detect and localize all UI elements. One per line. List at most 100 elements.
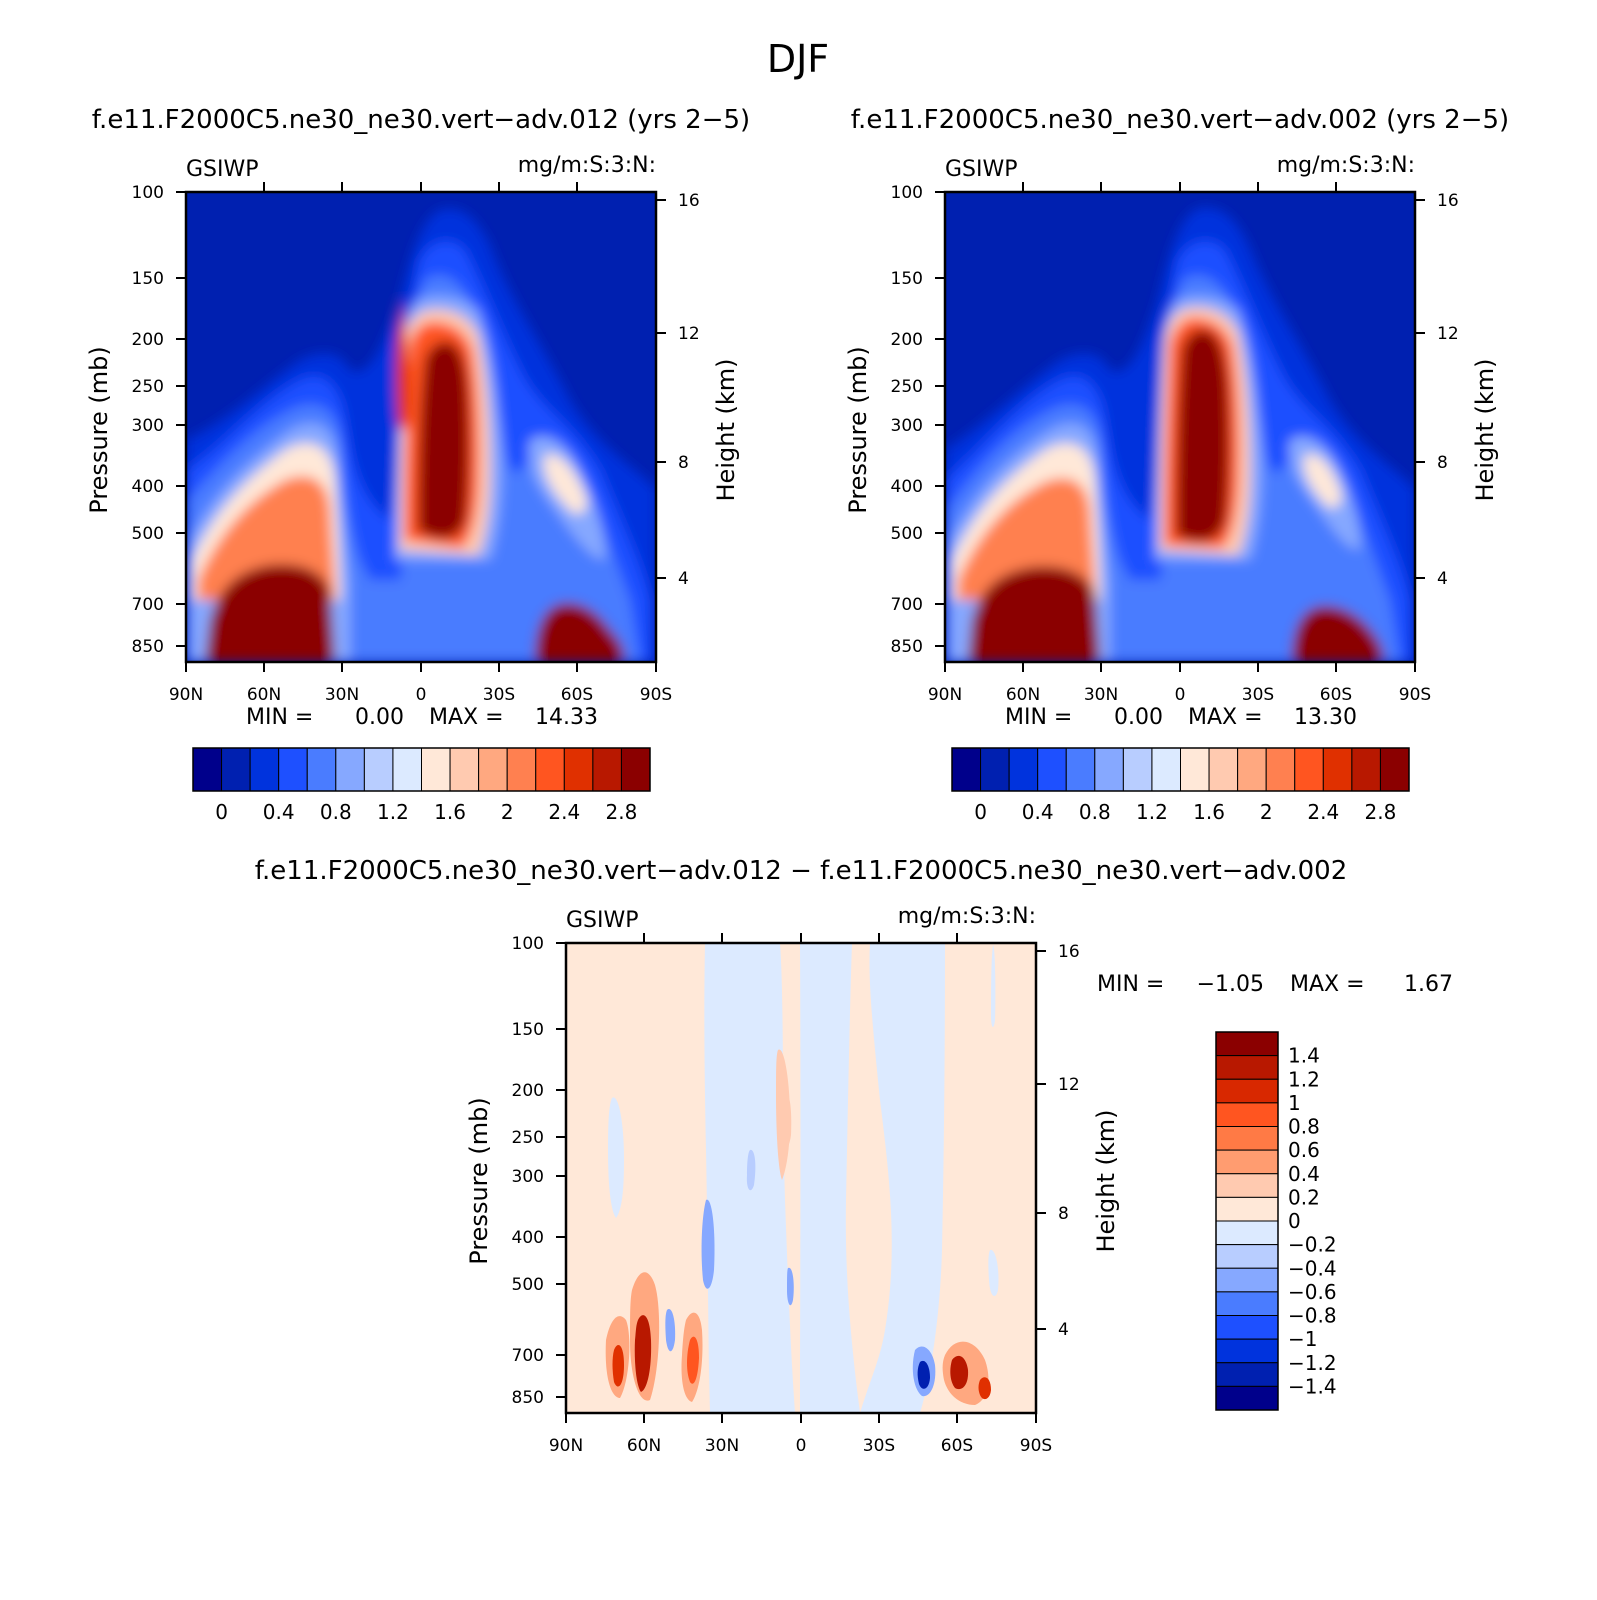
panel-2-y-tick-label: 150	[891, 269, 923, 289]
panel-1-height-axis: 4 8 12 16 Height (km)	[656, 191, 740, 589]
panel-3-y-axis: 100 150 200 250 300 400 500 700 850 Pres…	[465, 934, 566, 1408]
colorbar-swatch	[306, 747, 337, 792]
colorbar-swatch	[449, 747, 480, 792]
panel-3-x-tick-label: 60S	[941, 1436, 973, 1456]
colorbar-swatch	[1008, 747, 1039, 792]
colorbar-swatch	[478, 747, 508, 792]
panel-1-min-value: 0.00	[355, 705, 404, 730]
panel-2-height-axis: 4 8 12 16 Height (km)	[1415, 191, 1499, 589]
panel-3-height-axis-title: Height (km)	[1092, 1110, 1120, 1253]
panel-1-title: f.e11.F2000C5.ne30_ne30.vert−adv.012 (yr…	[92, 105, 750, 135]
colorbar-swatch	[1237, 747, 1267, 792]
panel-3-x-axis: 90N 60N 30N 0 30S 60S 90S	[549, 933, 1052, 1456]
panel-1-y-tick-label: 700	[132, 595, 164, 615]
colorbar-swatch	[1215, 1173, 1279, 1198]
panel-1-height-axis-title: Height (km)	[712, 359, 740, 502]
panel-2-height-axis-title: Height (km)	[1471, 359, 1499, 502]
panel-1-x-tick-label: 60S	[561, 685, 593, 705]
panel-2-y-tick-label: 700	[891, 595, 923, 615]
panel-3-y-tick-label: 150	[512, 1020, 544, 1040]
colorbar-label: 0.2	[1288, 1185, 1320, 1209]
panel-2-y-tick-label: 850	[891, 637, 923, 657]
panel-1-y-axis-title: Pressure (mb)	[85, 346, 113, 513]
colorbar-label: 0.8	[320, 800, 352, 824]
colorbar-label: 0	[1288, 1209, 1301, 1233]
colorbar-swatch	[1215, 1385, 1279, 1411]
panel-1-x-tick-label: 90S	[640, 685, 672, 705]
panel-3-max-value: 1.67	[1404, 972, 1453, 997]
panel-3-y-tick-label: 850	[512, 1388, 544, 1408]
panel-3-height-tick-label: 8	[1058, 1204, 1069, 1224]
colorbar-frame	[192, 747, 651, 792]
panel-3-y-tick-label: 200	[512, 1081, 544, 1101]
colorbar-label: 0.4	[1022, 800, 1054, 824]
colorbar-label: 2.4	[548, 800, 580, 824]
panel-3-y-tick-label: 300	[512, 1167, 544, 1187]
colorbar-label: 0.6	[1288, 1138, 1320, 1162]
colorbar-label: 1.2	[1288, 1067, 1320, 1091]
panel-1-y-tick-label: 250	[132, 377, 164, 397]
colorbar-label: 1.6	[1193, 800, 1225, 824]
panel-1-y-tick-label: 150	[132, 269, 164, 289]
colorbar-label: −0.6	[1288, 1280, 1337, 1304]
colorbar-swatch	[335, 747, 365, 792]
colorbar-swatch	[249, 747, 280, 792]
panel-1: f.e11.F2000C5.ne30_ne30.vert−adv.012 (yr…	[85, 105, 750, 824]
panel-1-x-tick-label: 60N	[247, 685, 281, 705]
colorbar-swatch	[1065, 747, 1096, 792]
colorbar-label: 1.2	[1136, 800, 1168, 824]
colorbar-swatch	[1037, 747, 1067, 792]
colorbar-swatch	[1180, 747, 1210, 792]
panel-1-y-tick-label: 300	[132, 416, 164, 436]
colorbar-swatch	[535, 747, 565, 792]
panel-3-height-axis: 4 8 12 16 Height (km)	[1036, 942, 1120, 1340]
colorbar-frame	[951, 747, 1410, 792]
colorbar-swatch	[620, 747, 651, 792]
colorbar-label: −0.2	[1288, 1233, 1337, 1257]
panel-3-x-tick-label: 30S	[863, 1436, 895, 1456]
panel-2-height-tick-label: 8	[1437, 453, 1448, 473]
panel-3-units-label: mg/m:S:3:N:	[898, 904, 1036, 929]
panel-2-colorbar: 0 0.4 0.8 1.2 1.6 2 2.4 2.8	[951, 747, 1410, 824]
panel-3-left-label: GSIWP	[566, 908, 639, 933]
colorbar-swatch	[421, 747, 451, 792]
panel-2-y-tick-label: 500	[891, 524, 923, 544]
panel-2-y-tick-label: 100	[891, 183, 923, 203]
panel-1-y-tick-label: 850	[132, 637, 164, 657]
panel-1-height-tick-label: 12	[678, 324, 700, 344]
panel-2-units-label: mg/m:S:3:N:	[1277, 153, 1415, 178]
colorbar-swatch	[951, 747, 982, 792]
panel-1-stats: MIN = 0.00 MAX = 14.33	[246, 705, 598, 730]
colorbar-swatch	[1265, 747, 1296, 792]
panel-2-height-tick-label: 12	[1437, 324, 1459, 344]
panel-2-height-tick-label: 16	[1437, 191, 1459, 211]
panel-3-stats: MIN = −1.05 MAX = 1.67	[1097, 972, 1453, 997]
colorbar-label: −0.8	[1288, 1304, 1337, 1328]
panel-3-y-tick-label: 400	[512, 1228, 544, 1248]
panel-3-y-tick-label: 500	[512, 1275, 544, 1295]
panel-3-y-tick-label: 250	[512, 1128, 544, 1148]
panel-1-left-label: GSIWP	[186, 157, 259, 182]
panel-2-y-tick-label: 300	[891, 416, 923, 436]
colorbar-label: 1.6	[434, 800, 466, 824]
panel-1-contour-field	[186, 192, 656, 662]
colorbar-swatch	[221, 747, 251, 792]
colorbar-swatch	[392, 747, 422, 792]
panel-2-x-tick-label: 0	[1175, 685, 1186, 705]
panel-1-x-tick-label: 90N	[169, 685, 203, 705]
panel-2-x-tick-label: 60N	[1006, 685, 1040, 705]
panel-2-max-label: MAX =	[1188, 705, 1263, 730]
colorbar-swatch	[1208, 747, 1239, 792]
panel-1-y-tick-label: 500	[132, 524, 164, 544]
panel-1-min-label: MIN =	[246, 705, 313, 730]
panel-2-x-axis: 90N 60N 30N 0 30S 60S 90S	[928, 182, 1431, 705]
colorbar-swatch	[1215, 1315, 1279, 1340]
panel-3-min-value: −1.05	[1197, 972, 1264, 997]
colorbar-swatch	[1215, 1055, 1279, 1080]
panel-2-y-tick-label: 200	[891, 330, 923, 350]
colorbar-label: −1.4	[1288, 1374, 1337, 1398]
colorbar-label: 0	[215, 800, 228, 824]
colorbar-swatch	[1294, 747, 1324, 792]
colorbar-label: 2	[1260, 800, 1273, 824]
